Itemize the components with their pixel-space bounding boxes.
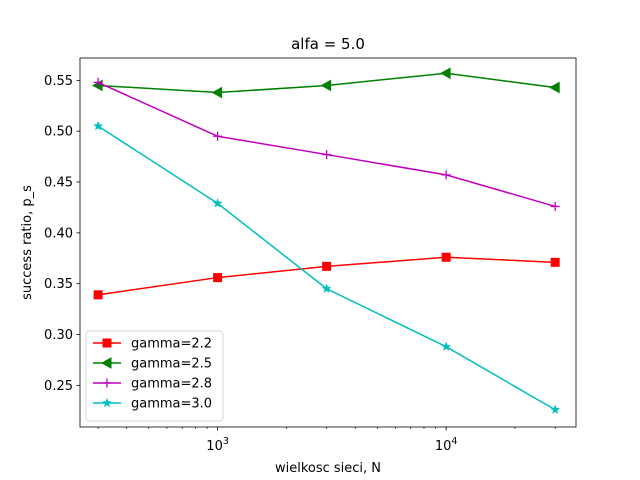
- series-gamma=3.0: [93, 120, 561, 415]
- data-point: [322, 150, 332, 160]
- y-tick-label: 0.25: [44, 379, 73, 394]
- data-point: [93, 290, 103, 300]
- legend-label: gamma=3.0: [131, 397, 212, 412]
- data-point: [213, 273, 223, 283]
- data-point: [93, 77, 103, 87]
- y-tick-label: 0.30: [44, 328, 73, 343]
- series-layer: [92, 67, 561, 415]
- data-point: [441, 170, 451, 180]
- y-tick-label: 0.45: [44, 176, 73, 191]
- legend-entry: gamma=2.5: [93, 357, 212, 372]
- x-axis-label: wielkosc sieci, N: [275, 461, 381, 476]
- data-point: [213, 131, 223, 141]
- x-axis: 103 104: [97, 427, 556, 454]
- chart-title: alfa = 5.0: [291, 35, 365, 53]
- legend-label: gamma=2.2: [131, 337, 212, 352]
- data-point: [441, 341, 452, 352]
- y-tick-label: 0.50: [44, 125, 73, 140]
- data-point: [211, 86, 223, 99]
- x-tick-label: 103: [206, 436, 229, 454]
- data-point: [93, 120, 104, 131]
- data-point: [550, 404, 561, 415]
- data-point: [440, 67, 451, 80]
- data-point: [550, 201, 560, 211]
- legend-entry: gamma=2.8: [93, 377, 212, 392]
- data-point: [550, 257, 560, 267]
- legend-label: gamma=2.8: [131, 377, 212, 392]
- plot-frame: [79, 57, 577, 428]
- legend: gamma=2.2 gamma=2.5 gamma=2.8 gamma=3.0: [85, 330, 224, 422]
- x-tick-label: 104: [435, 436, 458, 454]
- data-point: [549, 81, 560, 94]
- series-gamma=2.2: [93, 252, 560, 300]
- series-gamma=2.8: [93, 77, 560, 211]
- legend-marker: [101, 397, 113, 408]
- legend-entry: gamma=2.2: [93, 337, 212, 352]
- legend-label: gamma=2.5: [131, 357, 212, 372]
- legend-marker: [100, 357, 112, 369]
- y-tick-label: 0.40: [44, 226, 73, 241]
- data-point: [322, 261, 332, 271]
- legend-marker: [102, 338, 112, 348]
- data-point: [441, 252, 451, 262]
- data-point: [320, 79, 332, 92]
- legend-box: [85, 330, 224, 422]
- y-axis-label: success ratio, p_s: [20, 185, 35, 300]
- legend-marker: [102, 378, 112, 388]
- y-axis: 0.25 0.30 0.35 0.40 0.45 0.50 0.55: [44, 74, 80, 394]
- y-tick-label: 0.55: [44, 74, 73, 89]
- data-point: [321, 283, 332, 294]
- data-point: [212, 198, 223, 208]
- y-tick-label: 0.35: [44, 277, 73, 292]
- legend-entry: gamma=3.0: [93, 397, 212, 412]
